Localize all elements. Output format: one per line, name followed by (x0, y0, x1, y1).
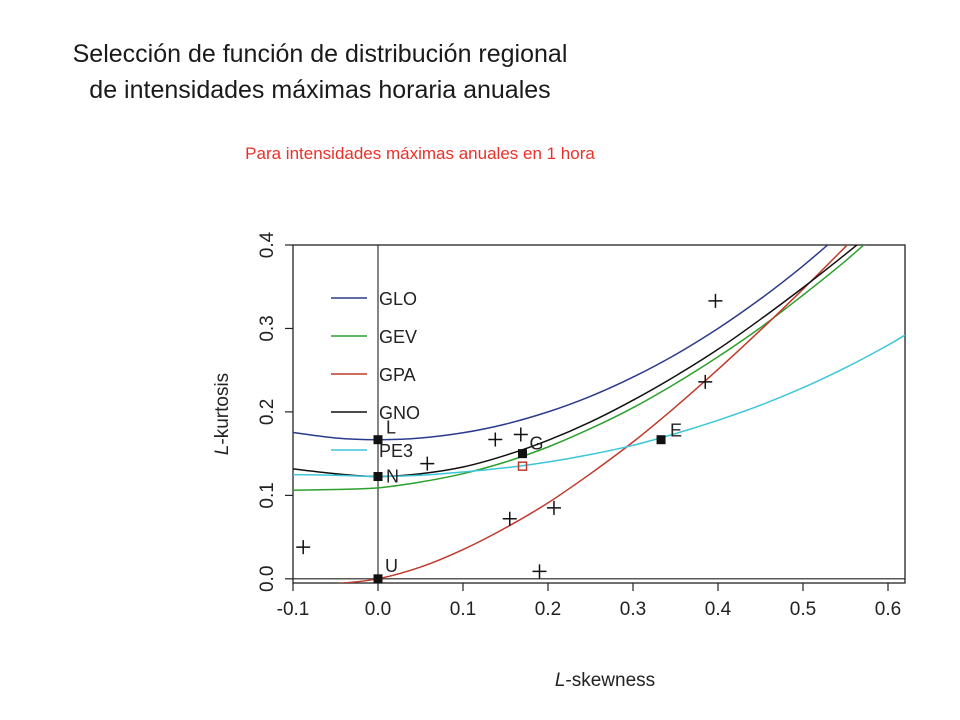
reference-label-g: G (530, 434, 544, 454)
site-points (296, 293, 723, 579)
reference-label-e: E (670, 421, 682, 441)
y-tick-label: 0.3 (257, 315, 278, 341)
curve-gev (293, 245, 865, 491)
legend-label-glo: GLO (379, 289, 417, 309)
reference-label-l: L (386, 418, 396, 438)
y-tick-label: 0.2 (257, 399, 278, 425)
x-tick-label: 0.3 (620, 599, 646, 620)
x-tick-label: 0.2 (535, 599, 561, 620)
slide-title-line-1: Selección de función de distribución reg… (72, 40, 568, 68)
axes: -0.1 0.0 0.1 0.2 0.3 0.4 0.5 0.6 0.0 0.1 0.2 0.3 0.4 (257, 231, 905, 620)
slide-subtitle: Para intensidades máximas anuales en 1 h… (245, 144, 595, 163)
site-point (296, 540, 311, 555)
reference-point-e (656, 435, 666, 445)
x-tick-label: 0.6 (875, 599, 901, 620)
x-axis-label: L-skewness (555, 670, 655, 691)
legend-label-gno: GNO (379, 403, 420, 423)
reference-point-n (373, 472, 383, 482)
reference-point-g (518, 449, 527, 459)
site-point (546, 500, 561, 515)
x-axis-label-italic: L (555, 670, 566, 691)
site-point (708, 293, 723, 308)
reference-point-u (373, 574, 383, 584)
legend-label-gev: GEV (379, 327, 417, 347)
slide-title-line-2: de intensidades máximas horaria anuales (89, 76, 551, 104)
reference-label-n: N (386, 467, 399, 487)
legend: GLO GEV GPA GNO PE3 (331, 289, 420, 461)
site-point (488, 432, 503, 447)
y-tick-label: 0.0 (257, 566, 278, 592)
site-point (502, 511, 517, 526)
regional-average-point (517, 461, 528, 471)
site-point (513, 427, 528, 442)
y-tick-label: 0.4 (257, 231, 278, 258)
reference-label-u: U (385, 556, 398, 576)
y-tick-label: 0.1 (257, 482, 278, 508)
curve-gpa (335, 245, 849, 583)
slide-title: Selección de función de distribución reg… (0, 36, 640, 108)
x-tick-label: 0.4 (705, 599, 732, 620)
plot-area (292, 244, 906, 584)
legend-label-gpa: GPA (379, 365, 416, 385)
reference-point-l (373, 435, 383, 445)
x-axis-label-rest: -skewness (565, 670, 655, 691)
site-point (532, 564, 547, 579)
x-tick-label: -0.1 (277, 599, 310, 620)
curve-glo (293, 245, 829, 441)
x-tick-label: 0.1 (450, 599, 476, 620)
legend-label-pe3: PE3 (379, 441, 413, 461)
site-point (698, 374, 713, 389)
x-tick-label: 0.0 (365, 599, 391, 620)
x-tick-label: 0.5 (790, 599, 816, 620)
y-axis-label-italic: L (212, 445, 233, 456)
y-axis-label-rest: -kurtosis (212, 373, 233, 445)
reference-points: L N G E U (373, 418, 682, 584)
site-point (420, 456, 435, 471)
curve-pe3 (293, 334, 905, 478)
y-axis-label: L-kurtosis (212, 373, 233, 455)
